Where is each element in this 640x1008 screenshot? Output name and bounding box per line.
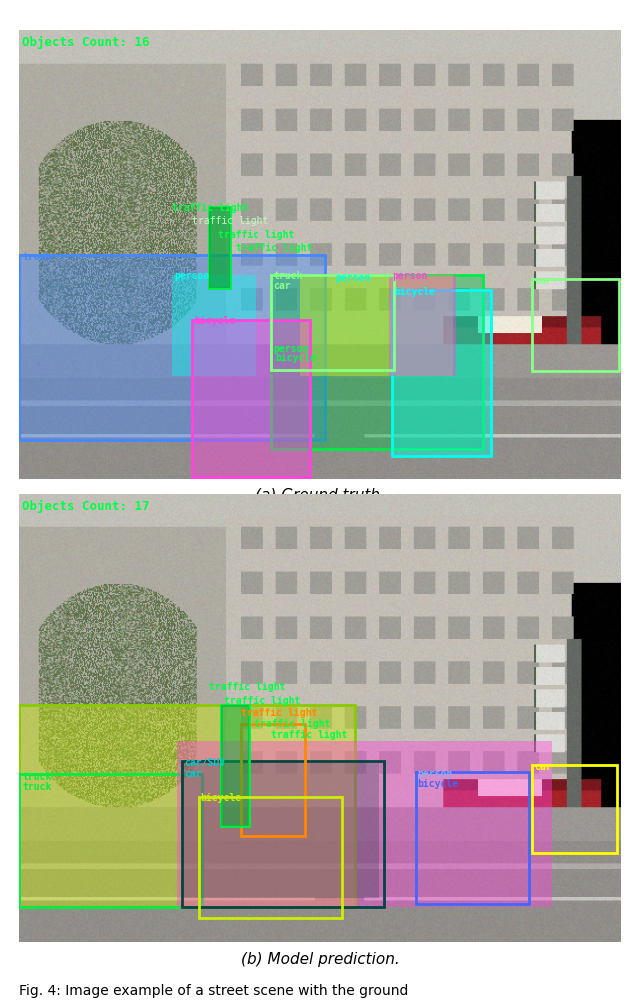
FancyBboxPatch shape [392, 290, 491, 457]
Bar [392, 290, 491, 457]
Text: car: car [274, 281, 291, 291]
FancyBboxPatch shape [300, 275, 453, 376]
FancyBboxPatch shape [192, 320, 310, 477]
Text: car: car [184, 768, 202, 778]
Text: bicycle: bicycle [394, 287, 435, 297]
Bar [198, 796, 342, 918]
FancyBboxPatch shape [172, 275, 256, 376]
Text: truck: truck [22, 252, 52, 262]
Text: car: car [534, 275, 552, 285]
FancyBboxPatch shape [19, 705, 355, 906]
Text: truck: truck [274, 271, 303, 281]
Text: truck: truck [22, 772, 52, 782]
FancyBboxPatch shape [389, 275, 456, 376]
Text: Fig. 4: Image example of a street scene with the ground: Fig. 4: Image example of a street scene … [19, 984, 408, 998]
Bar [192, 320, 310, 477]
Text: bicycle: bicycle [201, 793, 242, 803]
Text: traffic light: traffic light [241, 708, 317, 718]
Text: car/SUV: car/SUV [184, 758, 225, 768]
FancyBboxPatch shape [209, 208, 230, 288]
Text: bicycle: bicycle [418, 778, 459, 788]
FancyBboxPatch shape [271, 275, 483, 449]
Bar [271, 275, 394, 370]
Bar [19, 774, 202, 906]
Text: person: person [274, 344, 309, 354]
Bar [182, 761, 384, 906]
Text: Objects Count: 17: Objects Count: 17 [22, 500, 150, 513]
Bar [241, 724, 305, 836]
Text: traffic light: traffic light [192, 217, 268, 226]
Text: person: person [418, 768, 453, 778]
Text: person: person [335, 273, 370, 283]
Text: truck: truck [22, 782, 52, 792]
FancyBboxPatch shape [177, 741, 552, 906]
FancyBboxPatch shape [182, 763, 379, 898]
Text: bicycle: bicycle [195, 317, 236, 326]
Bar [415, 772, 529, 904]
FancyBboxPatch shape [19, 255, 325, 439]
Bar [221, 705, 249, 826]
Text: person: person [392, 271, 428, 281]
Text: traffic light: traffic light [254, 719, 330, 729]
Text: traffic light: traffic light [218, 230, 295, 240]
Text: traffic light: traffic light [172, 203, 248, 213]
Bar [209, 208, 230, 288]
Text: traffic light: traffic light [236, 243, 312, 253]
Text: car: car [534, 762, 552, 772]
Text: person: person [174, 271, 209, 281]
Text: (a) Ground truth.: (a) Ground truth. [255, 488, 385, 503]
Text: traffic light: traffic light [225, 696, 301, 706]
Text: traffic light: traffic light [209, 682, 285, 692]
Text: Objects Count: 16: Objects Count: 16 [22, 36, 150, 49]
Bar [532, 279, 619, 371]
Bar [19, 255, 325, 439]
Bar [532, 765, 617, 853]
Text: bicycle: bicycle [276, 353, 317, 363]
Text: traffic light: traffic light [271, 731, 347, 741]
Bar [271, 275, 483, 449]
FancyBboxPatch shape [221, 705, 249, 826]
Text: (b) Model prediction.: (b) Model prediction. [241, 952, 399, 967]
Bar [19, 705, 355, 906]
